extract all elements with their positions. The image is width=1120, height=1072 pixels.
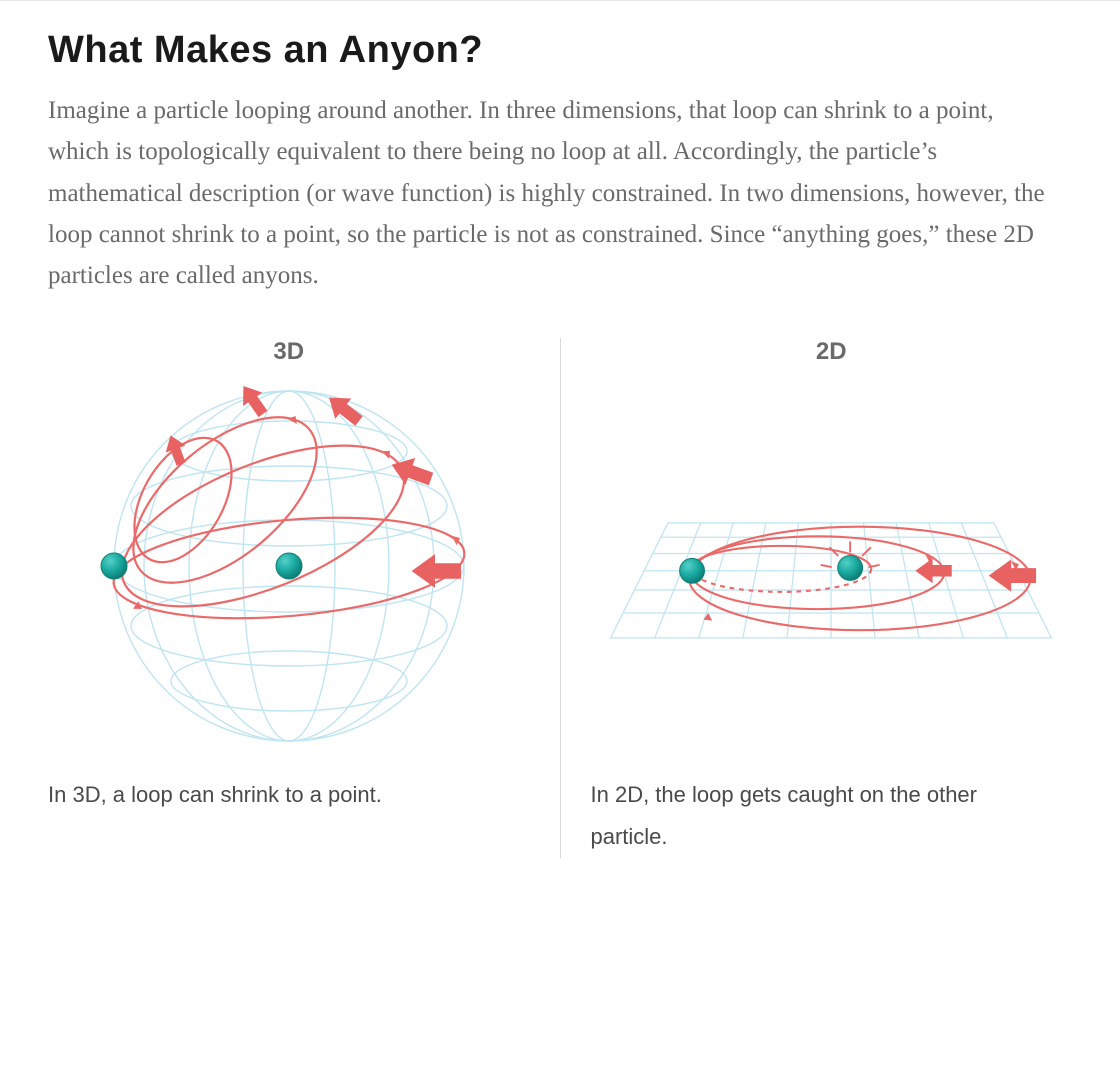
diagram-3d [59, 376, 519, 756]
diagram-2d [601, 376, 1061, 756]
intro-paragraph: Imagine a particle looping around anothe… [48, 90, 1058, 296]
flat-grid [611, 523, 1052, 638]
diagram-2d-svg [601, 371, 1061, 761]
panel-2d: 2D [561, 338, 1073, 858]
panel-3d-caption: In 3D, a loop can shrink to a point. [48, 774, 382, 816]
plane-loops [689, 527, 1030, 631]
panel-2d-label: 2D [816, 338, 847, 366]
particles-3d [101, 553, 302, 579]
panel-row: 3D [48, 338, 1072, 858]
diagram-3d-svg [59, 371, 519, 761]
panel-3d: 3D [48, 338, 560, 858]
panel-3d-label: 3D [273, 338, 304, 366]
infographic-page: What Makes an Anyon? Imagine a particle … [0, 0, 1120, 918]
particles-2d [680, 556, 863, 584]
page-title: What Makes an Anyon? [48, 29, 1072, 72]
panel-2d-caption: In 2D, the loop gets caught on the other… [591, 774, 1031, 858]
